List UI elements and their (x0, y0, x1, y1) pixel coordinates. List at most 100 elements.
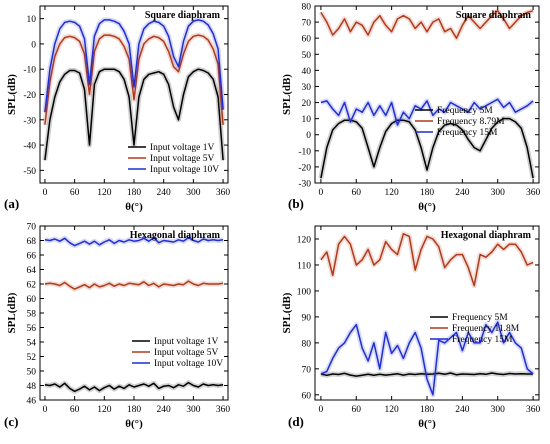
x-tick-label: 0 (319, 188, 324, 198)
x-tick-label: 300 (186, 405, 201, 415)
y-tick-label: 70 (302, 19, 312, 29)
y-tick-label: 56 (27, 324, 37, 334)
y-tick-label: -30 (298, 180, 311, 190)
y-tick-label: 20 (302, 99, 312, 109)
x-axis-title: θ(°) (125, 201, 143, 213)
legend-entry: Frequency 5M (452, 313, 508, 323)
y-tick-label: 0 (31, 40, 36, 50)
y-tick-label: -20 (23, 91, 36, 101)
y-tick-label: 64 (27, 266, 37, 276)
legend-entry: Frequency 15M (452, 335, 513, 345)
y-tick-label: 80 (302, 339, 312, 349)
legend-entry: Input voltage 1V (150, 143, 215, 153)
x-tick-label: 180 (127, 405, 142, 415)
chart-panel-2: 0 60 120 180 240 300 360 46 48 50 52 54 56 58 60 62 64 66… (4, 223, 230, 431)
legend-entry: Input voltage 10V (150, 165, 219, 175)
panel-title: Square diaphram (145, 10, 221, 21)
y-axis-title: SPL(dB) (281, 292, 293, 333)
x-tick-label: 360 (216, 188, 231, 198)
panel-title: Hexagonal diaphram (441, 230, 532, 241)
x-tick-label: 120 (97, 405, 112, 415)
x-tick-label: 360 (526, 405, 541, 415)
x-axis-title: θ(°) (418, 201, 436, 213)
legend-entry: Input voltage 1V (154, 337, 219, 347)
legend-entry: Input voltage 5V (150, 154, 215, 164)
y-axis-title: SPL(dB) (6, 292, 18, 333)
chart-panel-3: 0 60 120 180 240 300 360 60 70 80 90 100 110 120 Hexag… (281, 225, 541, 430)
panel-label: (d) (288, 414, 304, 429)
y-tick-label: 30 (302, 83, 312, 93)
y-tick-label: 120 (297, 235, 312, 245)
y-tick-label: -50 (23, 167, 36, 177)
legend-entry: Frequency 5M (437, 106, 493, 116)
series-line-1 (320, 233, 534, 287)
y-tick-label: 48 (27, 382, 37, 392)
x-tick-label: 60 (70, 188, 80, 198)
series-line-2 (44, 19, 224, 113)
legend-entry: Input voltage 10V (154, 359, 223, 369)
y-tick-label: -10 (23, 66, 36, 76)
series-band-1 (318, 231, 535, 289)
y-tick-label: 60 (27, 295, 37, 305)
y-tick-label: 50 (27, 368, 37, 378)
y-tick-label: 54 (27, 339, 37, 349)
series-line-1 (44, 280, 224, 290)
y-tick-label: 40 (302, 67, 312, 77)
series-line-0 (44, 381, 224, 393)
y-tick-label: 68 (27, 237, 37, 247)
y-tick-label: 62 (27, 281, 37, 291)
x-tick-label: 240 (157, 405, 172, 415)
x-tick-label: 0 (43, 188, 48, 198)
y-tick-label: 10 (302, 115, 312, 125)
chart-panel-1: 0 60 120 180 240 300 360 -30 -20 -10 0 10 20 30 40 50 60… (281, 3, 540, 214)
y-tick-label: -30 (23, 116, 36, 126)
chart-panel-0: 0 60 120 180 240 300 360 -50 -40 -30 -20 -10 0 10 Squa… (4, 5, 231, 213)
x-tick-label: 240 (455, 188, 470, 198)
y-tick-label: 90 (302, 313, 312, 323)
y-tick-label: -20 (298, 163, 311, 173)
x-axis-title: θ(°) (418, 418, 436, 430)
y-axis-title: SPL(dB) (281, 74, 293, 115)
y-tick-label: 70 (27, 223, 37, 233)
y-tick-label: 10 (27, 15, 37, 25)
x-axis-title: θ(°) (125, 418, 143, 430)
x-tick-label: 60 (70, 405, 80, 415)
series-line-1 (44, 34, 224, 125)
series-line-2 (44, 236, 224, 247)
series-line-0 (44, 68, 224, 161)
plot-frame (39, 225, 229, 401)
x-tick-label: 120 (385, 405, 400, 415)
series-line-0 (320, 117, 534, 179)
y-tick-label: 60 (302, 35, 312, 45)
y-tick-label: 60 (302, 391, 312, 401)
x-tick-label: 120 (385, 188, 400, 198)
x-tick-label: 60 (352, 188, 362, 198)
x-tick-label: 360 (216, 405, 231, 415)
x-tick-label: 180 (420, 405, 435, 415)
y-tick-label: 100 (297, 287, 312, 297)
x-tick-label: 360 (526, 188, 541, 198)
x-tick-label: 300 (186, 188, 201, 198)
x-tick-label: 180 (420, 188, 435, 198)
y-tick-label: 66 (27, 252, 37, 262)
x-tick-label: 0 (319, 405, 324, 415)
panel-title: Square diaphram (456, 10, 532, 21)
x-tick-label: 60 (352, 405, 362, 415)
y-tick-label: 110 (297, 261, 311, 271)
x-tick-label: 300 (491, 405, 506, 415)
y-axis-title: SPL(dB) (6, 74, 18, 115)
panel-title: Hexagonal diaphram (130, 230, 221, 241)
panel-label: (a) (4, 196, 19, 211)
y-tick-label: 80 (302, 3, 312, 13)
series-line-0 (320, 372, 534, 377)
x-tick-label: 180 (127, 188, 142, 198)
series-line-1 (320, 10, 534, 39)
legend-entry: Frequency 8.79M (437, 117, 505, 127)
y-tick-label: 58 (27, 310, 37, 320)
y-tick-label: 0 (306, 131, 311, 141)
y-tick-label: 52 (27, 353, 37, 363)
y-tick-label: -40 (23, 142, 36, 152)
x-tick-label: 240 (455, 405, 470, 415)
